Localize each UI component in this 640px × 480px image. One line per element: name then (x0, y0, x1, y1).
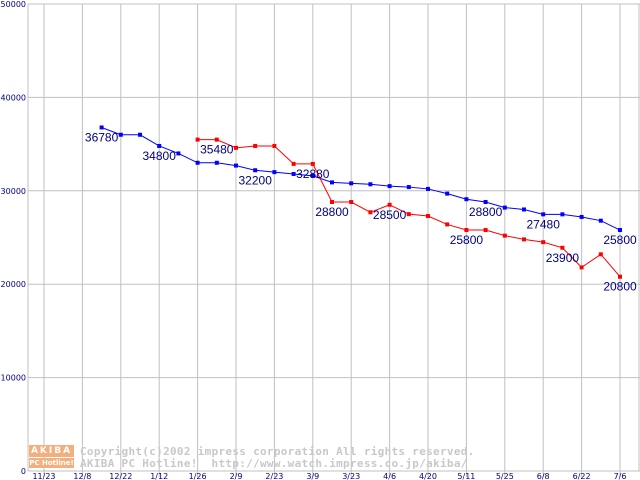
red-data-label: 32880 (296, 167, 330, 181)
copyright-text: Copyright(c)2002 impress corporation All… (80, 445, 475, 458)
blue-data-point (560, 212, 565, 217)
site-url-text: AKIBA PC Hotline! http://www.watch.impre… (80, 457, 468, 470)
blue-data-point (138, 132, 142, 137)
red-data-point (426, 214, 430, 219)
red-data-point (272, 143, 277, 148)
blue-data-point (541, 212, 546, 217)
x-tick-label: 4/6 (383, 472, 396, 480)
y-axis-ticks: 0 10000 20000 30000 40000 50000 (1, 0, 26, 476)
x-tick-label: 5/11 (457, 472, 475, 480)
red-data-label: 28500 (373, 208, 407, 222)
red-data-point (195, 137, 200, 142)
red-data-label: 28800 (315, 205, 349, 219)
blue-data-point (272, 170, 277, 175)
red-data-point (214, 137, 219, 142)
blue-data-point (214, 160, 219, 165)
x-tick-label: 11/23 (32, 472, 55, 480)
red-data-point (406, 212, 411, 217)
blue-data-point (464, 197, 469, 202)
y-tick-label: 40000 (1, 93, 26, 102)
series-red: 35480 32880 28800 28500 25800 23900 20800 (195, 137, 637, 294)
blue-data-point (598, 218, 603, 223)
blue-data-point (176, 151, 181, 156)
series-blue: 36780 34800 32200 28800 27480 25800 (85, 125, 637, 247)
blue-data-point (291, 171, 296, 176)
red-data-point (310, 161, 315, 166)
x-tick-label: 12/8 (73, 472, 91, 480)
red-data-label: 25800 (450, 233, 484, 247)
red-data-point (464, 228, 469, 233)
blue-data-point (483, 200, 488, 205)
blue-data-point (387, 184, 392, 189)
x-tick-label: 1/26 (189, 472, 207, 480)
y-tick-label: 30000 (1, 187, 26, 196)
blue-data-point (195, 160, 200, 165)
red-data-label: 20800 (603, 280, 637, 294)
red-data-point (368, 210, 373, 215)
blue-series-line (101, 127, 621, 231)
red-data-point (253, 143, 258, 148)
red-data-point (234, 145, 238, 150)
blue-data-label: 36780 (85, 130, 119, 144)
blue-data-point (579, 214, 584, 219)
blue-data-label: 27480 (527, 217, 561, 231)
x-tick-label: 4/20 (419, 472, 437, 480)
x-tick-label: 6/22 (573, 472, 591, 480)
red-data-point (349, 200, 354, 205)
red-data-point (502, 233, 507, 238)
blue-data-point (502, 205, 507, 210)
blue-data-point (406, 185, 411, 190)
blue-data-point (426, 186, 430, 191)
red-data-point (483, 228, 488, 233)
x-tick-label: 1/12 (150, 472, 168, 480)
red-data-point (387, 202, 392, 207)
red-data-label: 35480 (200, 143, 234, 157)
grid (27, 3, 640, 477)
x-axis-ticks: 11/23 12/8 12/22 1/12 1/26 2/9 2/23 3/9 3/23 4/6 4… (32, 472, 626, 480)
blue-data-point (310, 173, 315, 178)
blue-data-label: 34800 (143, 149, 177, 163)
blue-data-label: 25800 (603, 233, 637, 247)
x-tick-label: 3/9 (306, 472, 319, 480)
red-data-point (522, 237, 526, 242)
x-tick-label: 12/22 (109, 472, 132, 480)
red-data-point (560, 245, 565, 250)
series-layer: 36780 34800 32200 28800 27480 25800 35480 32880… (85, 125, 637, 294)
red-data-point (598, 252, 603, 257)
blue-data-point (522, 207, 526, 212)
x-tick-label: 3/23 (342, 472, 360, 480)
blue-data-label: 32200 (239, 173, 273, 187)
x-tick-label: 7/6 (614, 472, 627, 480)
blue-data-point (157, 143, 162, 148)
blue-data-point (445, 191, 450, 196)
red-data-point (618, 274, 622, 279)
blue-data-point (253, 168, 258, 173)
red-data-point (541, 240, 546, 245)
blue-data-point (330, 180, 334, 185)
blue-data-point (349, 181, 354, 186)
blue-data-point (234, 163, 238, 168)
red-data-point (579, 265, 584, 270)
blue-data-point (368, 182, 373, 187)
blue-data-label: 28800 (469, 205, 503, 219)
x-tick-label: 6/8 (537, 472, 550, 480)
y-tick-label: 0 (21, 467, 26, 476)
y-tick-label: 20000 (1, 280, 26, 289)
red-data-point (291, 161, 296, 166)
red-data-label: 23900 (546, 251, 580, 265)
blue-data-point (618, 228, 622, 233)
x-tick-label: 5/25 (496, 472, 514, 480)
x-tick-label: 2/9 (230, 472, 243, 480)
red-data-point (330, 200, 334, 205)
pc-hotline-logo: PC Hotline! (29, 458, 74, 468)
y-tick-label: 50000 (1, 0, 26, 9)
blue-data-point (99, 125, 104, 130)
blue-data-point (118, 132, 123, 137)
y-tick-label: 10000 (1, 374, 26, 383)
x-tick-label: 2/23 (265, 472, 283, 480)
akiba-logo: AKIBA (29, 445, 74, 457)
red-data-point (445, 222, 450, 227)
